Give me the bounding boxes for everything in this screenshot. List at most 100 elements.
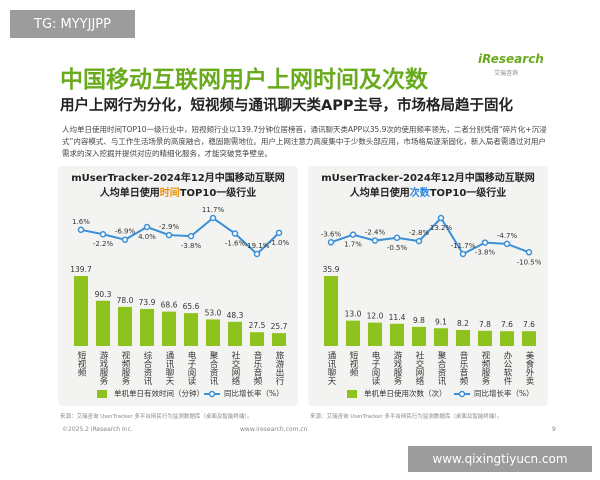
value-label: 139.7 xyxy=(70,265,92,274)
chart: mUserTracker-2024年12月中国移动互联网人均单日使用次数TOP1… xyxy=(308,166,548,406)
source-note: 来源：艾瑞咨询 UserTracker 多平台网民行为监测数据库（桌面及智能终端… xyxy=(60,414,253,420)
logo-brand: iResearch xyxy=(478,52,544,66)
line-point xyxy=(143,223,151,231)
x-tick-label: 聚合资讯 xyxy=(436,351,446,386)
body-text: 人均单日使用时间TOP10一级行业中，短视频行业以139.7分钟位居榜首，通讯聊… xyxy=(62,125,547,158)
legend-label: 单机单日使用次数（次） xyxy=(364,388,447,398)
value-label: 8.2 xyxy=(457,319,469,328)
value-label: -0.5% xyxy=(387,244,408,252)
copyright: ©2025.2 iResearch Inc. xyxy=(62,426,133,433)
bar xyxy=(271,333,287,346)
value-label: 68.6 xyxy=(161,301,178,310)
x-tick-label: 音乐音频 xyxy=(252,350,262,386)
bar xyxy=(433,328,449,346)
value-label: 35.9 xyxy=(323,265,340,274)
line xyxy=(330,216,530,256)
value-label: 9.8 xyxy=(413,316,425,325)
value-label: 1.6% xyxy=(72,218,90,226)
value-label: 4.0% xyxy=(138,233,156,241)
value-label: -11.7% xyxy=(451,242,476,250)
value-label: -3.8% xyxy=(181,242,202,250)
value-label: 12.0 xyxy=(367,312,384,321)
value-label: -6.9% xyxy=(115,228,136,236)
line-point xyxy=(327,239,335,246)
page-number: 9 xyxy=(552,426,556,433)
line-point xyxy=(349,231,357,238)
x-tick-label: 通讯聊天 xyxy=(164,350,174,386)
value-label: -2.8% xyxy=(409,229,430,237)
legend-swatch xyxy=(97,390,107,398)
value-label: -3.8% xyxy=(475,249,496,257)
panel xyxy=(58,166,298,406)
value-label: -2.2% xyxy=(93,240,114,248)
bar xyxy=(139,308,155,346)
legend-label: 同比增长率（%） xyxy=(224,388,284,398)
value-label: -1.0% xyxy=(269,239,290,247)
x-tick-label: 美食外卖 xyxy=(524,350,534,386)
x-tick-label: 办公软件 xyxy=(502,350,512,386)
subtitle-part: 次数 xyxy=(410,186,431,199)
line-point xyxy=(275,229,283,237)
value-label: 65.6 xyxy=(183,302,200,311)
value-label: 48.3 xyxy=(227,311,244,320)
x-tick-label: 游戏服务 xyxy=(98,350,108,386)
subtitle-part: 人均单日使用 xyxy=(350,186,410,199)
bar xyxy=(73,276,89,346)
heading: 中国移动互联网用户上网时间及次数 xyxy=(60,67,428,93)
legend-marker xyxy=(458,390,466,398)
bar xyxy=(183,313,199,346)
value-label: 25.7 xyxy=(271,322,288,331)
line-point xyxy=(525,249,533,256)
line-point xyxy=(415,237,423,245)
watermark: TG: MYYJJPP xyxy=(10,10,135,38)
chart-title: mUserTracker-2024年12月中国移动互联网 xyxy=(321,171,535,184)
value-label: -10.5% xyxy=(517,258,542,266)
line-point xyxy=(231,230,239,237)
bar xyxy=(411,326,427,346)
line-point xyxy=(481,239,489,246)
source-note: 来源：艾瑞咨询 UserTracker 多平台网民行为监测数据库（桌面及智能终端… xyxy=(310,414,503,420)
subtitle-part: TOP10一级行业 xyxy=(430,186,507,199)
value-label: 53.0 xyxy=(205,308,222,317)
value-label: 73.9 xyxy=(139,298,156,307)
panel xyxy=(308,166,548,406)
x-tick-label: 短视频 xyxy=(76,350,86,377)
legend-label: 同比增长率（%） xyxy=(474,388,534,398)
value-label: 90.3 xyxy=(95,290,112,299)
subheading: 用户上网行为分化，短视频与通讯聊天类APP主导，市场格局趋于固化 xyxy=(60,98,513,114)
x-tick-label: 游戏服务 xyxy=(392,350,402,386)
chart-subtitle: 人均单日使用次数TOP10一级行业 xyxy=(350,186,507,199)
value-label: -2.9% xyxy=(159,223,180,231)
chart-subtitle: 人均单日使用时间TOP10一级行业 xyxy=(100,186,257,199)
line-point xyxy=(121,236,129,243)
bar xyxy=(95,300,111,346)
x-tick-label: 视频服务 xyxy=(120,350,130,386)
line-point xyxy=(187,232,195,240)
x-tick-label: 音乐音频 xyxy=(458,350,468,386)
x-tick-label: 聚合资讯 xyxy=(208,351,218,386)
line-point xyxy=(459,250,467,258)
subtitle-part: 人均单日使用 xyxy=(100,186,160,199)
value-label: 7.6 xyxy=(501,320,513,329)
bar xyxy=(227,321,243,346)
value-label: -19.1% xyxy=(245,242,270,250)
value-label: 11.4 xyxy=(389,313,406,322)
subtitle-part: TOP10一级行业 xyxy=(180,186,257,199)
line-point xyxy=(503,240,511,248)
x-tick-label: 通讯聊天 xyxy=(326,350,336,386)
chart-title: mUserTracker-2024年12月中国移动互联网 xyxy=(71,171,285,184)
line-point xyxy=(99,230,107,238)
line-point xyxy=(165,231,173,239)
value-label: 13.2% xyxy=(430,224,453,232)
line-point xyxy=(77,226,85,234)
bar xyxy=(345,320,361,346)
bar xyxy=(117,306,133,346)
x-tick-label: 短视频 xyxy=(348,350,358,377)
bar xyxy=(477,330,493,346)
value-label: 7.8 xyxy=(479,320,491,329)
logo-sub: 艾瑞咨询 xyxy=(494,70,519,77)
line xyxy=(80,216,280,256)
value-label: 78.0 xyxy=(117,296,134,305)
bar xyxy=(249,332,265,346)
line-point xyxy=(253,250,261,258)
